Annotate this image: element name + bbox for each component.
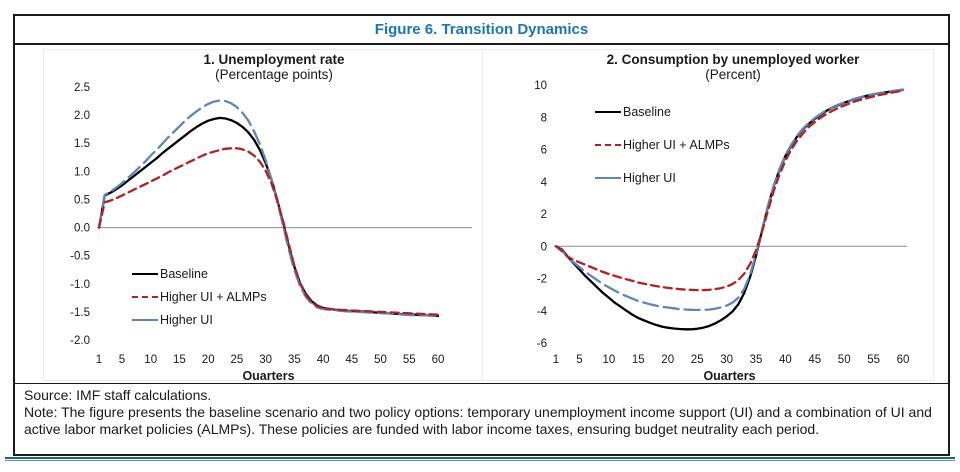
svg-text:10: 10 bbox=[603, 354, 616, 366]
legend-item-higher-ui: Higher UI bbox=[132, 312, 267, 327]
baseline-line-sample-icon bbox=[595, 110, 621, 113]
svg-text:-0.5: -0.5 bbox=[70, 251, 90, 263]
svg-text:-2: -2 bbox=[537, 274, 547, 286]
svg-text:50: 50 bbox=[838, 354, 851, 366]
svg-text:40: 40 bbox=[317, 354, 330, 366]
svg-text:10: 10 bbox=[534, 80, 547, 92]
figure-box: Figure 6. Transition Dynamics 2.5 2.0 1.5 1… bbox=[13, 14, 950, 456]
unemployment-rate-panel: 2.5 2.0 1.5 1.0 0.5 0.0 -0.5 -1.0 -1.5 -2.0 1 5 10 15… bbox=[43, 49, 485, 381]
svg-text:60: 60 bbox=[897, 354, 910, 366]
source-text: Source: IMF staff calculations. bbox=[24, 387, 212, 403]
svg-text:30: 30 bbox=[259, 354, 272, 366]
svg-text:45: 45 bbox=[345, 354, 358, 366]
note-text: Note: The figure presents the baseline s… bbox=[24, 404, 932, 437]
svg-text:4: 4 bbox=[541, 177, 548, 189]
legend-item-baseline: Baseline bbox=[595, 104, 730, 119]
svg-text:2.5: 2.5 bbox=[74, 82, 90, 94]
svg-text:35: 35 bbox=[288, 354, 301, 366]
legend-label: Baseline bbox=[160, 266, 208, 281]
svg-text:50: 50 bbox=[374, 354, 387, 366]
svg-text:1.5: 1.5 bbox=[74, 138, 90, 150]
svg-text:2: 2 bbox=[541, 209, 547, 221]
svg-text:-4: -4 bbox=[537, 306, 548, 318]
panel-1-title: 1. Unemployment rate bbox=[203, 52, 345, 67]
bottom-divider-rule bbox=[5, 457, 955, 461]
svg-text:35: 35 bbox=[750, 354, 763, 366]
legend-label: Higher UI bbox=[160, 312, 213, 327]
legend-item-higher-ui-almps: Higher UI + ALMPs bbox=[595, 137, 730, 152]
baseline-line-sample-icon bbox=[132, 272, 158, 275]
legend-item-baseline: Baseline bbox=[132, 266, 267, 281]
figure-title: Figure 6. Transition Dynamics bbox=[374, 21, 589, 38]
svg-text:40: 40 bbox=[779, 354, 792, 366]
charts-area: 2.5 2.0 1.5 1.0 0.5 0.0 -0.5 -1.0 -1.5 -2.0 1 5 10 15… bbox=[15, 45, 948, 383]
svg-text:0.0: 0.0 bbox=[74, 223, 90, 235]
higher-ui-line-sample-icon bbox=[595, 176, 621, 179]
svg-text:30: 30 bbox=[720, 354, 733, 366]
svg-text:20: 20 bbox=[661, 354, 674, 366]
svg-text:25: 25 bbox=[691, 354, 704, 366]
svg-text:6: 6 bbox=[541, 145, 547, 157]
svg-text:55: 55 bbox=[867, 354, 880, 366]
svg-text:0.5: 0.5 bbox=[74, 194, 90, 206]
svg-text:15: 15 bbox=[173, 354, 186, 366]
figure-title-bar: Figure 6. Transition Dynamics bbox=[15, 16, 948, 45]
svg-text:8: 8 bbox=[541, 112, 547, 124]
panel-2-subtitle: (Percent) bbox=[705, 67, 761, 82]
legend-label: Higher UI + ALMPs bbox=[623, 137, 730, 152]
svg-text:-1.5: -1.5 bbox=[70, 307, 90, 319]
svg-text:45: 45 bbox=[808, 354, 821, 366]
svg-text:-6: -6 bbox=[537, 338, 547, 350]
higher-ui-line-sample-icon bbox=[132, 318, 158, 321]
svg-text:55: 55 bbox=[403, 354, 416, 366]
svg-text:25: 25 bbox=[231, 354, 244, 366]
svg-text:1: 1 bbox=[553, 354, 559, 366]
higher-ui-almps-line-sample-icon bbox=[595, 143, 621, 146]
svg-text:Quarters: Quarters bbox=[703, 369, 755, 380]
legend-item-higher-ui-almps: Higher UI + ALMPs bbox=[132, 289, 267, 304]
svg-text:5: 5 bbox=[119, 354, 125, 366]
legend-label: Baseline bbox=[623, 104, 671, 119]
panel-2-legend: Baseline Higher UI + ALMPs Higher UI bbox=[595, 104, 730, 203]
legend-label: Higher UI bbox=[623, 170, 676, 185]
panel-1-legend: Baseline Higher UI + ALMPs Higher UI bbox=[132, 266, 267, 335]
svg-text:-1.0: -1.0 bbox=[70, 279, 90, 291]
chart-plot-1: 2.52.01.51.00.50.0-0.5-1.0-1.5-2.01 5 10 15… bbox=[70, 82, 472, 380]
legend-item-higher-ui: Higher UI bbox=[595, 170, 730, 185]
higher-ui-almps-line-sample-icon bbox=[132, 295, 158, 298]
panel-1-subtitle: (Percentage points) bbox=[215, 67, 333, 82]
panel-2-title: 2. Consumption by unemployed worker bbox=[606, 52, 860, 67]
svg-text:-2.0: -2.0 bbox=[70, 335, 90, 347]
svg-text:5: 5 bbox=[576, 354, 582, 366]
svg-text:10: 10 bbox=[144, 354, 157, 366]
note-area: Source: IMF staff calculations. Note: Th… bbox=[15, 383, 948, 438]
svg-text:Quarters: Quarters bbox=[242, 369, 294, 380]
legend-label: Higher UI + ALMPs bbox=[160, 289, 267, 304]
svg-text:2.0: 2.0 bbox=[74, 110, 90, 122]
consumption-panel: 10 8 6 4 2 0 -2 -4 -6 1 5 10 15 20 25 30 35 40 45 50 55 60 Qua… bbox=[482, 49, 934, 381]
svg-text:0: 0 bbox=[541, 241, 547, 253]
svg-text:20: 20 bbox=[202, 354, 215, 366]
svg-text:1.0: 1.0 bbox=[74, 166, 90, 178]
svg-text:15: 15 bbox=[632, 354, 645, 366]
svg-text:60: 60 bbox=[432, 354, 445, 366]
svg-text:1: 1 bbox=[96, 354, 102, 366]
